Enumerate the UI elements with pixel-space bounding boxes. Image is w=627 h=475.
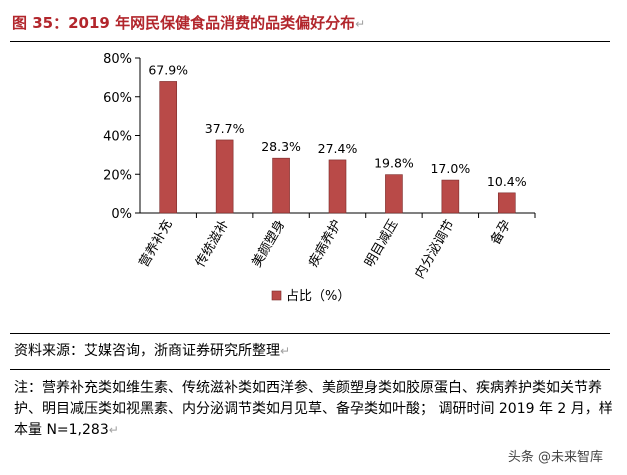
data-label: 67.9% <box>148 62 188 77</box>
figure-title: 图 35：2019 年网民保健食品消费的品类偏好分布↵ <box>12 12 365 33</box>
data-label: 19.8% <box>374 156 414 171</box>
bar <box>441 179 460 214</box>
y-tick-label: 60% <box>103 91 132 106</box>
bar-chart: 0% 20% 40% 60% 80% 67.9% 营养补充 37.7% 传统滋补 28.3% 美颜塑… <box>103 52 536 304</box>
data-label: 17.0% <box>430 161 470 176</box>
y-tick-label: 0% <box>111 207 132 222</box>
top-rule <box>10 41 610 42</box>
data-label: 27.4% <box>318 141 358 156</box>
legend-label: 占比（%） <box>286 289 350 304</box>
bar <box>328 159 347 214</box>
note-text: 注：营养补充类如维生素、传统滋补类如西洋参、美颜塑身类如胶原蛋白、疾病养护类如关… <box>14 380 613 438</box>
source-line: 资料来源：艾媒咨询，浙商证券研究所整理↵ <box>14 340 290 360</box>
paragraph-mark-icon: ↵ <box>108 423 119 437</box>
source-rule-top <box>10 333 610 334</box>
category-label: 备孕 <box>487 217 514 248</box>
note-paragraph: 注：营养补充类如维生素、传统滋补类如西洋参、美颜塑身类如胶原蛋白、疾病养护类如关… <box>14 378 614 441</box>
data-label: 37.7% <box>205 121 245 136</box>
bar <box>385 174 403 214</box>
bar <box>497 192 516 214</box>
data-label: 10.4% <box>487 174 527 189</box>
bar <box>272 157 290 214</box>
data-label: 28.3% <box>261 139 301 154</box>
legend-swatch <box>271 290 282 301</box>
paragraph-mark-icon: ↵ <box>355 17 366 31</box>
bar <box>159 81 178 214</box>
paragraph-mark-icon: ↵ <box>280 344 291 358</box>
category-label: 营养补充 <box>136 217 176 270</box>
source-text: 资料来源：艾媒咨询，浙商证券研究所整理 <box>14 343 280 359</box>
category-label: 明目减压 <box>362 218 401 271</box>
category-label: 美颜塑身 <box>249 217 289 270</box>
y-tick-label: 20% <box>103 168 132 183</box>
category-label: 疾病养护 <box>305 217 345 270</box>
source-rule-bottom <box>10 369 610 370</box>
y-tick-label: 40% <box>103 130 132 145</box>
figure-title-text: 图 35：2019 年网民保健食品消费的品类偏好分布 <box>12 14 356 32</box>
bar <box>215 139 234 214</box>
watermark: 头条 @未来智库 <box>503 444 607 467</box>
category-label: 内分泌调节 <box>411 217 457 281</box>
y-tick-label: 80% <box>103 52 132 67</box>
category-label: 传统滋补 <box>193 218 232 271</box>
